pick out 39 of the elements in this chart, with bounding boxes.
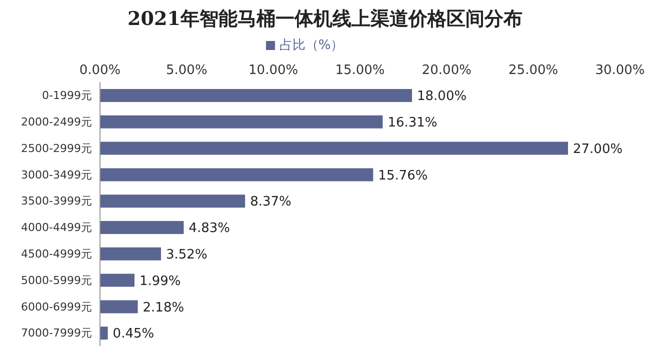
legend-label: 占比（%）	[279, 38, 344, 53]
data-label: 1.99%	[139, 274, 181, 289]
data-label: 18.00%	[417, 89, 467, 104]
bar	[100, 168, 374, 182]
x-tick-label: 15.00%	[335, 63, 385, 78]
bar	[100, 247, 162, 260]
y-tick-label: 6000-6999元	[21, 300, 92, 314]
y-tick-label: 4500-4999元	[21, 248, 92, 261]
y-tick-label: 3000-3499元	[21, 168, 92, 182]
y-tick-label: 5000-5999元	[21, 274, 92, 287]
data-label: 3.52%	[166, 248, 208, 263]
bar	[100, 89, 412, 102]
y-tick-label: 4000-4499元	[21, 221, 92, 234]
x-tick-label: 0.00%	[79, 63, 121, 78]
y-tick-label: 7000-7999元	[21, 326, 92, 340]
bar	[100, 300, 138, 314]
bar	[100, 274, 134, 287]
y-tick-label: 2000-2499元	[21, 116, 92, 129]
data-label: 16.31%	[388, 116, 438, 131]
x-tick-label: 30.00%	[595, 63, 645, 78]
x-tick-label: 25.00%	[508, 63, 558, 78]
x-tick-label: 20.00%	[422, 63, 472, 78]
bar	[100, 194, 246, 208]
y-tick-label: 2500-2999元	[21, 142, 92, 155]
data-label: 15.76%	[378, 168, 428, 184]
chart-title: 2021年智能马桶一体机线上渠道价格区间分布	[126, 7, 524, 32]
bar	[100, 115, 383, 128]
data-label: 2.18%	[142, 300, 184, 316]
data-label: 27.00%	[573, 142, 623, 157]
data-label: 8.37%	[250, 194, 292, 210]
x-tick-label: 10.00%	[248, 63, 298, 78]
x-tick-label: 5.00%	[166, 63, 208, 78]
y-tick-label: 3500-3999元	[21, 194, 92, 208]
bar	[100, 221, 184, 234]
bar	[100, 326, 108, 340]
y-tick-label: 0-1999元	[42, 89, 92, 102]
bar	[100, 142, 568, 155]
data-label: 0.45%	[112, 326, 154, 342]
data-label: 4.83%	[188, 221, 230, 236]
